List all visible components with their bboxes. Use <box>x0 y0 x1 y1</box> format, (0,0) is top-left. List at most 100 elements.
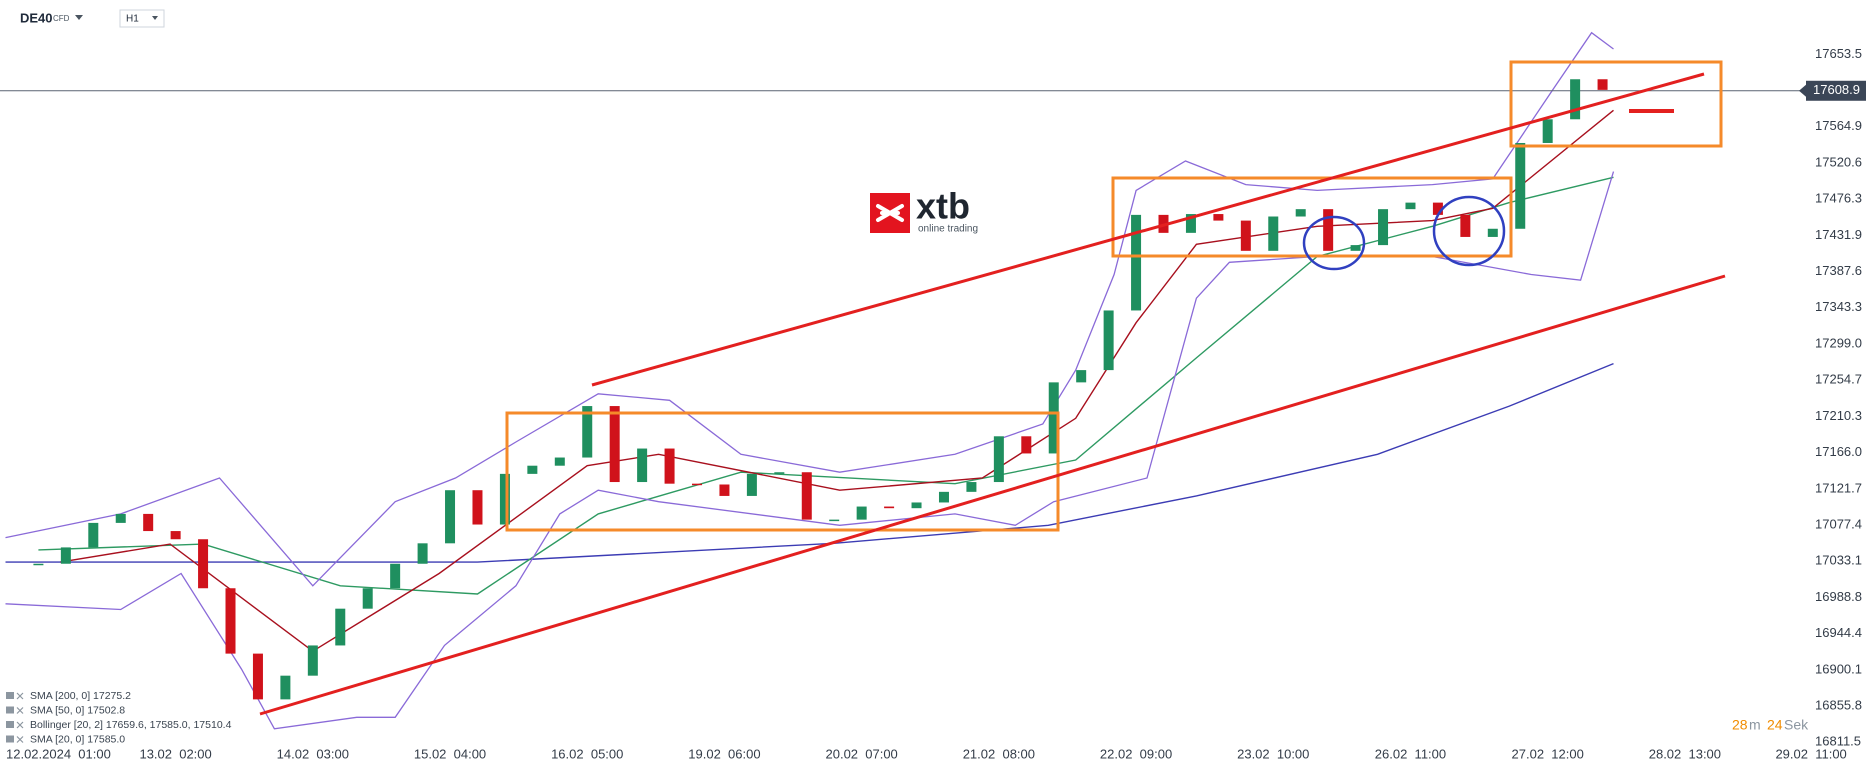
candle <box>198 539 209 589</box>
instrument-type: CFD <box>53 14 70 23</box>
trend-line <box>259 274 1726 716</box>
candle <box>884 506 895 509</box>
candle <box>1405 202 1416 210</box>
candle <box>1185 214 1196 233</box>
candle <box>829 519 840 522</box>
x-tick-label: 23.02 10:00 <box>1237 746 1309 761</box>
plot-area: SMA [200, 0] 17275.2 SMA [50, 0] 17502.8 B… <box>0 31 1806 745</box>
candle <box>1323 209 1334 251</box>
symbol-dropdown[interactable] <box>75 15 83 20</box>
candle <box>856 506 867 520</box>
x-tick-label: 28.02 13:00 <box>1649 746 1721 761</box>
y-tick-label: 16855.8 <box>1815 698 1862 713</box>
candle <box>143 513 154 532</box>
logo-icon <box>876 204 904 222</box>
legend-close <box>16 707 24 714</box>
candle <box>637 448 648 483</box>
candle <box>911 502 922 509</box>
candle <box>1295 209 1306 217</box>
y-tick-label: 17033.1 <box>1815 553 1862 568</box>
candle <box>417 543 428 564</box>
interval-select[interactable] <box>119 9 165 28</box>
logo-text: xtb <box>916 186 970 227</box>
candle <box>801 472 812 520</box>
legend-icon <box>6 721 14 728</box>
legend-label: SMA [50, 0] 17502.8 <box>30 704 125 716</box>
candle <box>1131 214 1142 311</box>
x-tick-label: 22.02 09:00 <box>1100 746 1172 761</box>
y-tick-label: 16988.8 <box>1815 589 1862 604</box>
last-price-label: 17608.9 <box>1813 82 1860 97</box>
x-tick-label: 29.02 11:00 <box>1775 746 1846 761</box>
candle <box>527 465 538 474</box>
last-price-pointer <box>1799 84 1806 97</box>
legend-icon <box>6 706 14 714</box>
y-tick-label: 17299.0 <box>1815 335 1862 350</box>
candle <box>993 436 1004 483</box>
candle <box>170 531 181 540</box>
candle <box>1021 436 1032 454</box>
candle <box>390 563 401 589</box>
legend-close <box>16 736 24 743</box>
y-tick-label: 17077.4 <box>1815 516 1862 531</box>
legend-close <box>16 721 24 729</box>
annotations <box>259 60 1726 716</box>
candle <box>33 563 44 566</box>
last-price-badge <box>1806 80 1866 101</box>
candle <box>774 472 785 474</box>
x-tick-label: 14.02 03:00 <box>277 746 349 761</box>
candle <box>1268 216 1279 251</box>
candle <box>115 513 126 523</box>
candle <box>966 482 977 492</box>
logo-tagline: online trading <box>918 224 978 235</box>
y-tick-label: 17387.6 <box>1815 263 1862 278</box>
highlight-circle <box>1432 195 1506 267</box>
candle <box>88 522 99 548</box>
candle <box>499 473 510 525</box>
sma-line <box>38 176 1614 595</box>
x-tick-label: 26.02 11:00 <box>1375 746 1446 761</box>
legend-close <box>16 692 24 700</box>
legend-icon <box>6 735 14 743</box>
x-tick-label: 15.02 04:00 <box>414 746 486 761</box>
candle <box>1103 310 1114 371</box>
y-tick-label: 17564.9 <box>1815 118 1862 133</box>
logo: xtb online trading <box>870 186 978 235</box>
candle <box>60 547 71 564</box>
y-tick-label: 17431.9 <box>1815 227 1862 242</box>
range-box <box>1509 60 1723 148</box>
candle <box>1487 228 1498 237</box>
candle <box>1240 220 1251 251</box>
countdown-unit: m <box>1749 717 1761 733</box>
range-box <box>505 411 1060 532</box>
candle <box>1378 209 1389 246</box>
candle <box>1213 214 1224 221</box>
candle <box>307 645 318 676</box>
candle <box>609 406 620 483</box>
candle <box>472 490 483 525</box>
y-tick-label: 17520.6 <box>1815 154 1862 169</box>
candle <box>225 588 236 654</box>
y-tick-label: 17653.5 <box>1815 46 1862 61</box>
candle <box>664 448 675 484</box>
interval-dropdown[interactable] <box>152 16 158 20</box>
countdown-seconds: 24 <box>1767 717 1783 733</box>
highlight-circle <box>1302 215 1366 271</box>
candle <box>719 484 730 496</box>
sma-line <box>5 362 1614 563</box>
symbol[interactable]: DE40 <box>20 10 53 25</box>
candle <box>692 483 703 486</box>
candle <box>280 675 291 700</box>
countdown-unit: Sek <box>1784 717 1809 733</box>
y-tick-label: 17166.0 <box>1815 444 1862 459</box>
interval: H1 <box>126 14 139 25</box>
trend-line <box>591 72 1705 387</box>
candle <box>938 491 949 503</box>
y-tick-label: 17476.3 <box>1815 191 1862 206</box>
candle <box>582 406 593 458</box>
candle <box>554 457 565 466</box>
countdown-minutes: 28 <box>1732 717 1748 733</box>
x-tick-label: 12.02.2024 01:00 <box>6 746 111 761</box>
sma-line <box>60 109 1614 653</box>
